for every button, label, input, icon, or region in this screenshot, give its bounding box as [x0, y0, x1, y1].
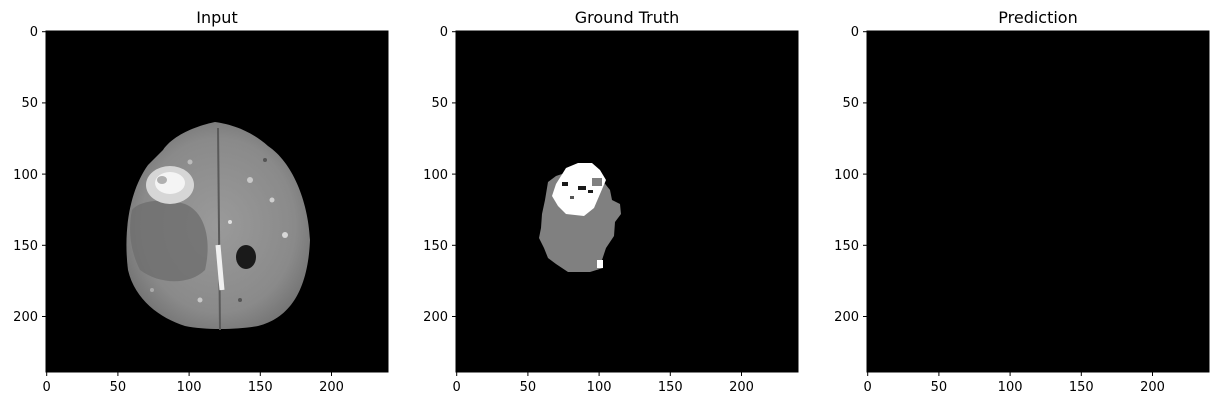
y-tick-label: 0 — [30, 25, 38, 40]
x-axis-input: 0 50 100 150 200 — [43, 372, 344, 395]
panel-prediction: Prediction 0 50 100 150 200 0 50 100 150… — [834, 8, 1210, 395]
y-tick-label: 150 — [13, 239, 38, 254]
y-axis-input: 0 50 100 150 200 — [13, 25, 46, 325]
x-tick-label: 150 — [248, 380, 273, 395]
x-tick-label: 150 — [658, 380, 683, 395]
y-tick-label: 200 — [834, 310, 859, 325]
x-tick-label: 50 — [931, 380, 948, 395]
x-tick-label: 200 — [319, 380, 344, 395]
y-tick-label: 0 — [440, 25, 448, 40]
y-tick-label: 0 — [851, 25, 859, 40]
ground-truth-image — [456, 31, 798, 372]
x-tick-label: 200 — [1140, 380, 1165, 395]
y-axis-prediction: 0 50 100 150 200 — [834, 25, 867, 325]
brain-scan — [126, 122, 310, 331]
x-tick-label: 100 — [998, 380, 1023, 395]
y-tick-label: 200 — [13, 310, 38, 325]
x-tick-label: 150 — [1069, 380, 1094, 395]
y-tick-label: 50 — [842, 96, 859, 111]
x-tick-label: 100 — [587, 380, 612, 395]
panel-title-ground-truth: Ground Truth — [575, 8, 680, 27]
prediction-image — [867, 31, 1209, 372]
y-axis-ground-truth: 0 50 100 150 200 — [423, 25, 456, 325]
x-tick-label: 0 — [43, 380, 51, 395]
x-tick-label: 0 — [864, 380, 872, 395]
y-tick-label: 50 — [431, 96, 448, 111]
segmentation-mask — [539, 163, 621, 272]
x-tick-label: 0 — [453, 380, 461, 395]
y-tick-label: 100 — [834, 168, 859, 183]
panel-ground-truth: Ground Truth 0 50 100 150 — [423, 8, 799, 395]
panel-title-input: Input — [196, 8, 237, 27]
y-tick-label: 100 — [423, 168, 448, 183]
x-axis-prediction: 0 50 100 150 200 — [864, 372, 1165, 395]
panel-title-prediction: Prediction — [998, 8, 1077, 27]
x-tick-label: 100 — [177, 380, 202, 395]
x-tick-label: 50 — [520, 380, 537, 395]
y-tick-label: 150 — [423, 239, 448, 254]
panel-input: Input — [13, 8, 389, 395]
y-tick-label: 150 — [834, 239, 859, 254]
x-tick-label: 200 — [729, 380, 754, 395]
y-tick-label: 100 — [13, 168, 38, 183]
x-tick-label: 50 — [110, 380, 127, 395]
y-tick-label: 50 — [21, 96, 38, 111]
x-axis-ground-truth: 0 50 100 150 200 — [453, 372, 754, 395]
y-tick-label: 200 — [423, 310, 448, 325]
